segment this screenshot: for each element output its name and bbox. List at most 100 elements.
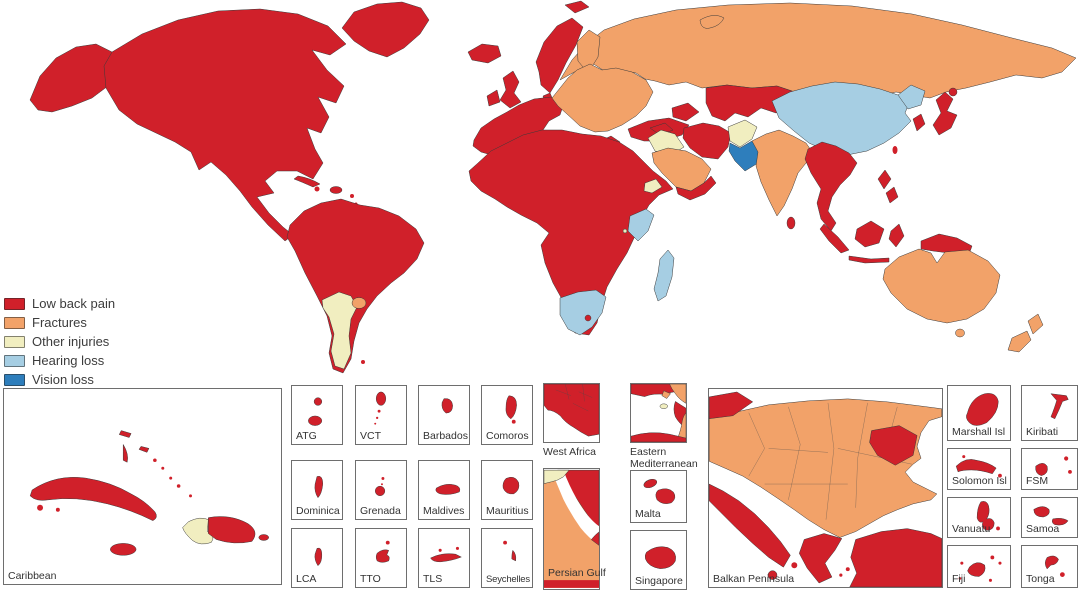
inset-label: Mauritius [486, 505, 529, 517]
region-madagascar [653, 249, 675, 302]
inset-label: Comoros [486, 430, 529, 442]
region-south-america [286, 198, 425, 374]
region-north-america [29, 1, 430, 242]
inset-label: Samoa [1026, 523, 1060, 535]
map-legend: Low back pain Fractures Other injuries H… [4, 296, 115, 387]
inset-label-malta: Malta [635, 508, 661, 520]
inset-label-singapore: Singapore [635, 575, 683, 587]
inset-west-africa [543, 383, 600, 443]
inset-tls: TLS [418, 528, 470, 588]
inset-malta: Malta [630, 470, 687, 523]
legend-label: Low back pain [32, 296, 116, 311]
region-east-asia [892, 87, 958, 154]
inset-persian-gulf: Persian Gulf [543, 468, 606, 590]
region-south-asia [751, 129, 814, 230]
inset-fiji: Fiji [947, 545, 1011, 588]
inset-label: FSM [1026, 475, 1049, 487]
region-lesotho [584, 314, 592, 322]
inset-mauritius: Mauritius [481, 460, 533, 520]
legend-swatch-fractures [4, 316, 25, 329]
region-africa [468, 129, 675, 336]
inset-label: Marshall Isl [952, 426, 1006, 438]
region-middle-east [647, 119, 764, 201]
region-taiwan [892, 146, 898, 154]
inset-label-persian-gulf: Persian Gulf [548, 567, 606, 579]
legend-item: Low back pain [4, 296, 115, 311]
inset-label: Barbados [423, 430, 468, 442]
region-rwanda [622, 228, 628, 234]
inset-label: ATG [296, 430, 317, 442]
inset-label: VCT [360, 430, 381, 442]
legend-item: Vision loss [4, 372, 115, 387]
legend-item: Other injuries [4, 334, 115, 349]
balkan-greece [799, 533, 843, 584]
inset-label: Fiji [952, 573, 966, 585]
legend-item: Fractures [4, 315, 115, 330]
legend-swatch-other-injuries [4, 335, 25, 348]
region-philippines [877, 169, 892, 190]
inset-seychelles: Seychelles [481, 528, 533, 588]
world-map [29, 0, 1077, 374]
region-japan [932, 91, 958, 136]
inset-comoros: Comoros [481, 385, 533, 445]
inset-grenada: Grenada [355, 460, 407, 520]
region-south-korea [912, 113, 926, 132]
region-argentina [321, 291, 358, 370]
region-eritrea-djibouti [643, 178, 663, 194]
inset-singapore: Singapore [630, 530, 687, 590]
inset-barbados: Barbados [418, 385, 470, 445]
inset-label: TLS [423, 573, 443, 585]
inset-label: Vanuatu [952, 523, 991, 535]
inset-fsm: FSM [1021, 448, 1078, 490]
inset-label: Grenada [360, 505, 401, 517]
inset-tonga: Tonga [1021, 545, 1078, 588]
inset-kiribati: Kiribati [1021, 385, 1078, 441]
region-south-africa [559, 289, 607, 336]
region-iran [682, 122, 732, 160]
legend-swatch-hearing-loss [4, 354, 25, 367]
legend-swatch-low-back-pain [4, 297, 25, 310]
legend-swatch-vision-loss [4, 373, 25, 386]
inset-balkan: Balkan Peninsula [708, 388, 943, 588]
inset-dominica: Dominica [291, 460, 343, 520]
inset-label: Maldives [423, 505, 465, 517]
region-iraq [647, 129, 685, 156]
inset-maldives: Maldives [418, 460, 470, 520]
region-china [771, 81, 926, 156]
jamaica [110, 543, 137, 556]
inset-label: LCA [296, 573, 317, 585]
region-afghanistan [727, 119, 758, 148]
legend-label: Hearing loss [32, 353, 105, 368]
inset-vct: VCT [355, 385, 407, 445]
inset-caribbean: Caribbean [3, 388, 282, 585]
inset-tto: TTO [355, 528, 407, 588]
region-caucasus [671, 102, 700, 122]
legend-item: Hearing loss [4, 353, 115, 368]
inset-label-west-africa: West Africa [543, 446, 596, 458]
caribbean-map [29, 430, 269, 556]
inset-vanuatu: Vanuatu [947, 497, 1011, 538]
inset-label-caribbean: Caribbean [8, 570, 57, 582]
inset-label: Tonga [1026, 573, 1055, 585]
inset-label: Kiribati [1026, 426, 1059, 438]
region-australia-nz [882, 248, 1044, 353]
inset-label: Dominica [296, 505, 340, 517]
legend-label: Vision loss [32, 372, 94, 387]
dominican-republic [208, 516, 256, 544]
balkan-turkey [849, 528, 942, 587]
region-kenya [627, 208, 655, 242]
balkan-moldova [869, 425, 918, 466]
region-uruguay [351, 297, 367, 309]
legend-label: Other injuries [32, 334, 110, 349]
inset-samoa: Samoa [1021, 497, 1078, 538]
inset-label-balkan: Balkan Peninsula [713, 573, 795, 585]
inset-solomon-isl: Solomon Isl [947, 448, 1011, 490]
region-central-asia [705, 84, 796, 122]
inset-label: Seychelles [486, 574, 530, 585]
inset-label: TTO [360, 573, 381, 585]
inset-label-eastern-mediterranean: Eastern Mediterranean [630, 446, 698, 471]
region-eastern-europe [551, 29, 654, 133]
inset-atg: ATG [291, 385, 343, 445]
region-yemen-oman [675, 175, 717, 201]
